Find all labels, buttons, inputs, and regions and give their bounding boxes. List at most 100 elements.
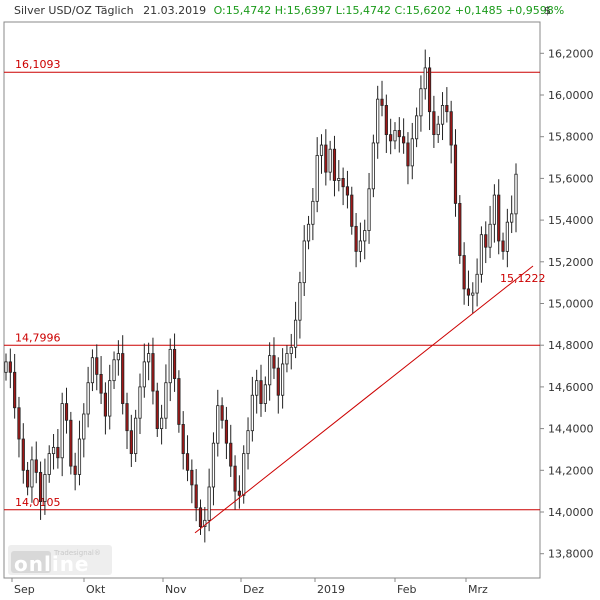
candle-down (497, 194, 501, 242)
candle-down (64, 403, 69, 421)
candle-down (121, 353, 125, 404)
y-tick-label: 14,4000 (548, 423, 594, 436)
candle-down (38, 471, 43, 502)
candle-up (138, 386, 142, 419)
candle-up (43, 474, 47, 502)
candle-down (185, 453, 190, 471)
candle-up (293, 319, 298, 348)
trendline-line (194, 265, 534, 534)
candle-down (445, 105, 449, 113)
online-logo: online Tradesignal® (8, 545, 112, 576)
candle-up (203, 519, 207, 527)
candle-up (423, 67, 427, 90)
candle-up (488, 223, 492, 248)
candle-up (250, 394, 254, 432)
candle-up (142, 361, 146, 388)
candle-up (263, 384, 267, 404)
candle-up (510, 213, 514, 223)
candle-up (376, 98, 380, 144)
candle-up (415, 115, 419, 140)
candle-down (103, 392, 107, 417)
candle-up (242, 453, 246, 496)
candlestick-series (4, 49, 518, 543)
candle-up (108, 380, 112, 417)
candle-up (419, 88, 423, 117)
candle-up (393, 130, 397, 142)
candle-up (211, 442, 216, 488)
candle-up (168, 348, 172, 384)
y-tick-label: 15,6000 (548, 172, 594, 185)
candle-up (281, 363, 285, 396)
candle-down (384, 105, 388, 136)
plot-frame (3, 21, 541, 579)
candle-up (90, 357, 95, 384)
x-tick-label: Mrz (468, 583, 488, 596)
candle-down (458, 203, 462, 256)
candle-up (315, 155, 319, 202)
logo-sub-text: Tradesignal® (53, 549, 101, 557)
candle-up (475, 273, 479, 294)
candle-up (358, 240, 362, 252)
candle-down (501, 240, 505, 252)
trendline: 15,1222 (194, 265, 546, 534)
candle-up (285, 353, 289, 365)
y-tick-label: 14,8000 (548, 339, 594, 352)
y-tick-label: 14,0000 (548, 506, 594, 519)
candle-up (147, 353, 151, 363)
candle-up (492, 194, 496, 225)
axes: 16,2000 16,0000 15,8000 15,6000 15,4000 15,20… (11, 47, 594, 596)
candle-down (462, 255, 466, 290)
y-tick-label: 13,8000 (548, 548, 594, 561)
level-label: 14,7996 (15, 331, 61, 344)
candle-up (207, 486, 211, 521)
candle-down (198, 507, 203, 527)
candle-up (268, 355, 272, 386)
candle-down (181, 424, 185, 455)
candle-down (151, 353, 155, 392)
y-tick-label: 15,4000 (548, 214, 594, 227)
candle-down (56, 446, 60, 459)
x-tick-label: Nov (165, 583, 187, 596)
instrument-name: Silver USD/OZ Täglich (14, 4, 134, 17)
candle-down (259, 380, 263, 404)
candle-up (319, 144, 324, 156)
candle-down (402, 136, 406, 144)
candle-up (337, 177, 341, 181)
candle-up (371, 142, 375, 190)
candle-up (60, 403, 64, 459)
y-tick-label: 16,2000 (548, 47, 594, 60)
candle-down (172, 348, 177, 379)
candle-down (432, 111, 436, 136)
candle-down (345, 186, 350, 196)
candle-down (350, 194, 354, 227)
candle-down (17, 407, 21, 440)
candle-up (86, 382, 90, 415)
candle-down (99, 373, 103, 394)
candle-down (397, 130, 401, 138)
candle-down (276, 367, 280, 396)
candle-down (21, 438, 25, 471)
candle-up (302, 240, 306, 284)
chart-header: Silver USD/OZ Täglich 21.03.2019 O:15,47… (14, 4, 564, 17)
candle-up (298, 282, 302, 321)
x-tick-label: Sep (14, 583, 35, 596)
candle-down (380, 98, 384, 106)
candle-up (77, 438, 82, 475)
candle-up (289, 346, 293, 354)
candle-up (82, 413, 86, 440)
currency-symbol: $ (544, 4, 551, 17)
candle-down (453, 144, 458, 204)
candle-up (216, 405, 220, 444)
candle-up (4, 361, 8, 373)
trendline-label: 15,1222 (500, 272, 546, 285)
candle-up (255, 380, 259, 396)
candle-down (324, 144, 328, 173)
candle-up (505, 221, 509, 252)
logo-brand-text: online (14, 552, 90, 576)
candle-down (484, 234, 488, 248)
candle-down (177, 378, 181, 425)
candle-up (410, 138, 414, 167)
candle-down (229, 442, 233, 467)
candle-down (129, 430, 133, 455)
plot-area (3, 21, 541, 579)
